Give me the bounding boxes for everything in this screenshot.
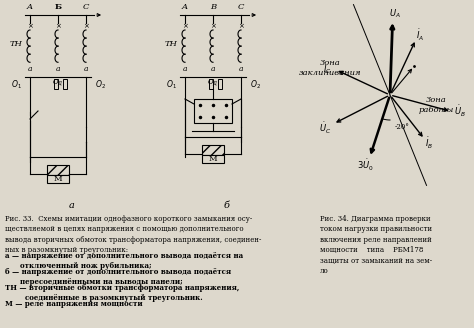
Text: $O_1$: $O_1$ xyxy=(165,79,176,91)
Text: $O_2$: $O_2$ xyxy=(94,79,105,91)
Bar xyxy=(194,99,232,123)
Text: ТН: ТН xyxy=(164,40,177,48)
Text: a: a xyxy=(28,65,32,73)
Text: C: C xyxy=(238,3,244,11)
Bar xyxy=(63,79,67,89)
Text: $O_2$: $O_2$ xyxy=(249,79,260,91)
Text: ТН: ТН xyxy=(9,40,22,48)
Text: Рис. 34. Диаграмма проверки
током нагрузки правильности
включения реле направлен: Рис. 34. Диаграмма проверки током нагруз… xyxy=(320,215,432,275)
Text: М — реле напряжения мощности: М — реле напряжения мощности xyxy=(5,300,143,308)
Text: -20°: -20° xyxy=(394,123,410,131)
Text: $\dot{I}_B$: $\dot{I}_B$ xyxy=(425,135,433,151)
Text: $3\dot{U}_0$: $3\dot{U}_0$ xyxy=(357,158,374,174)
Bar xyxy=(218,79,222,89)
Text: $O_Д$: $O_Д$ xyxy=(208,78,219,88)
Text: ×: × xyxy=(55,23,61,29)
Text: а: а xyxy=(69,200,75,210)
Text: ×: × xyxy=(83,23,89,29)
Text: a: a xyxy=(239,65,243,73)
Text: $O_Д$: $O_Д$ xyxy=(53,78,64,88)
Text: Зона
работы: Зона работы xyxy=(419,96,454,114)
Text: $\dot{U}_B$: $\dot{U}_B$ xyxy=(454,104,465,119)
Text: $\dot{U}_C$: $\dot{U}_C$ xyxy=(319,120,331,136)
Text: a: a xyxy=(211,65,215,73)
Text: B: B xyxy=(210,3,216,11)
Text: a: a xyxy=(183,65,187,73)
Text: ×: × xyxy=(182,23,188,29)
Text: A: A xyxy=(182,3,188,11)
Text: A: A xyxy=(27,3,33,11)
Text: б: б xyxy=(224,200,230,210)
Text: M: M xyxy=(54,175,62,183)
Text: $U_A$: $U_A$ xyxy=(389,8,401,20)
Text: ×: × xyxy=(27,23,33,29)
Text: $O_1$: $O_1$ xyxy=(10,79,21,91)
Text: Рис. 33.  Схемы имитации однофазного короткого замыкания осу-
ществляемой в цепя: Рис. 33. Схемы имитации однофазного коро… xyxy=(5,215,261,254)
Text: $\dot{I}_A$: $\dot{I}_A$ xyxy=(416,28,424,43)
Bar xyxy=(209,79,213,89)
Bar xyxy=(202,155,224,163)
Text: a: a xyxy=(84,65,88,73)
Bar xyxy=(202,145,224,155)
Text: M: M xyxy=(209,155,217,163)
Bar xyxy=(47,175,69,183)
Text: а — напряжение от дополнительного вывода подаётся на
      отключенный нож рубил: а — напряжение от дополнительного вывода… xyxy=(5,252,243,270)
Text: Б: Б xyxy=(55,3,62,11)
Text: C: C xyxy=(83,3,89,11)
Text: б — напряжение от дополнительного вывода подаётся
      пересоединёнными на выво: б — напряжение от дополнительного вывода… xyxy=(5,268,231,286)
Text: a: a xyxy=(56,65,60,73)
Text: ×: × xyxy=(210,23,216,29)
Bar xyxy=(47,165,69,175)
Text: Зона
заклинивания: Зона заклинивания xyxy=(299,59,361,77)
Text: ТН — вторичные обмотки трансформатора напряжения,
        соединённые в разомкну: ТН — вторичные обмотки трансформатора на… xyxy=(5,284,239,302)
Bar xyxy=(54,79,58,89)
Text: $I_C$: $I_C$ xyxy=(323,63,332,76)
Text: ×: × xyxy=(238,23,244,29)
